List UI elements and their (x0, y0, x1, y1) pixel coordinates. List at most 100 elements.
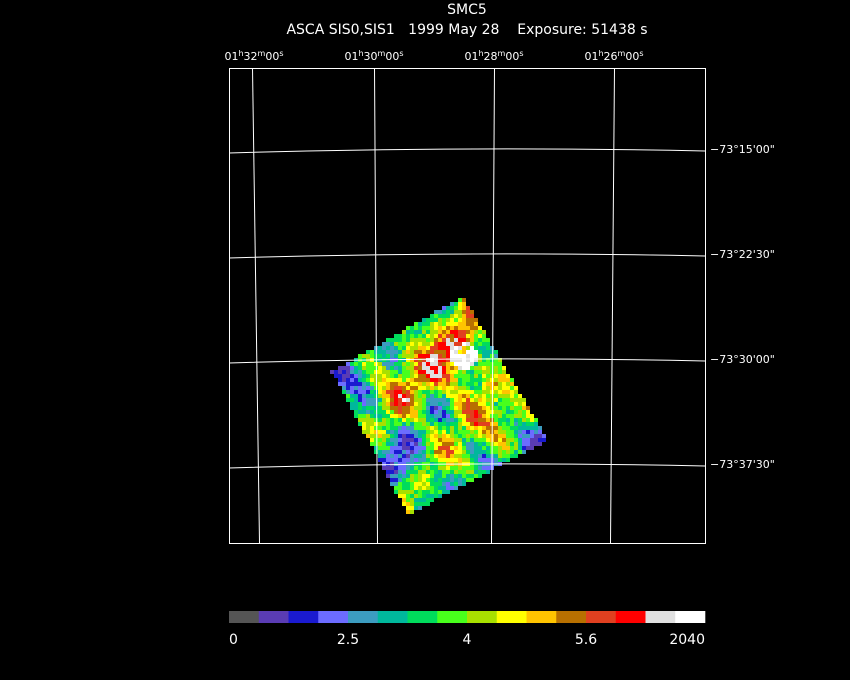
pixel (450, 454, 454, 458)
pixel (462, 406, 466, 410)
pixel (462, 430, 466, 434)
pixel (410, 354, 414, 358)
pixel (410, 394, 414, 398)
pixel (498, 370, 502, 374)
pixel (522, 398, 526, 402)
pixel (394, 406, 398, 410)
pixel (466, 442, 470, 446)
pixel (438, 382, 442, 386)
pixel (370, 430, 374, 434)
pixel (486, 362, 490, 366)
pixel (426, 486, 430, 490)
pixel (386, 430, 390, 434)
pixel (490, 378, 494, 382)
frame (229, 68, 706, 544)
pixel (438, 466, 442, 470)
pixel (422, 434, 426, 438)
pixel (502, 366, 506, 370)
pixel (338, 366, 342, 370)
pixel (414, 422, 418, 426)
pixel (378, 450, 382, 454)
pixel (446, 490, 450, 494)
pixel (450, 450, 454, 454)
pixel (474, 450, 478, 454)
pixel (446, 330, 450, 334)
pixel (454, 402, 458, 406)
pixel (386, 426, 390, 430)
pixel (482, 426, 486, 430)
pixel (454, 438, 458, 442)
pixel (478, 474, 482, 478)
pixel (502, 402, 506, 406)
pixel (470, 446, 474, 450)
pixel (474, 390, 478, 394)
pixel (350, 386, 354, 390)
pixel (518, 402, 522, 406)
pixel (478, 350, 482, 354)
pixel (442, 334, 446, 338)
pixel (398, 426, 402, 430)
pixel (410, 418, 414, 422)
pixel (510, 378, 514, 382)
pixel (442, 406, 446, 410)
pixel (494, 366, 498, 370)
pixel (426, 414, 430, 418)
pixel (406, 510, 410, 514)
pixel (418, 490, 422, 494)
pixel (450, 358, 454, 362)
pixel (470, 410, 474, 414)
pixel (434, 370, 438, 374)
pixel (390, 374, 394, 378)
ra-grid-line (491, 67, 495, 544)
pixel (466, 398, 470, 402)
pixel (486, 382, 490, 386)
pixel (446, 390, 450, 394)
pixel (494, 454, 498, 458)
dec-grid-line (228, 253, 706, 259)
pixel (422, 498, 426, 502)
pixel (402, 370, 406, 374)
pixel (450, 370, 454, 374)
pixel (502, 442, 506, 446)
pixel (446, 338, 450, 342)
pixel (398, 434, 402, 438)
pixel (442, 478, 446, 482)
pixel (442, 326, 446, 330)
pixel (494, 446, 498, 450)
pixel (498, 446, 502, 450)
pixel (426, 478, 430, 482)
pixel (454, 398, 458, 402)
pixel (418, 422, 422, 426)
pixel (474, 442, 478, 446)
pixel (430, 486, 434, 490)
ra-grid-line (610, 67, 615, 544)
ra-label-part: s (279, 49, 283, 58)
pixel (470, 458, 474, 462)
pixel (494, 434, 498, 438)
pixel (534, 418, 538, 422)
pixel (518, 446, 522, 450)
pixel (482, 410, 486, 414)
pixel (474, 358, 478, 362)
pixel (386, 446, 390, 450)
pixel (418, 378, 422, 382)
pixel (362, 370, 366, 374)
pixel (478, 406, 482, 410)
pixel (446, 438, 450, 442)
pixel (482, 450, 486, 454)
pixel (518, 426, 522, 430)
pixel (418, 498, 422, 502)
pixel (366, 350, 370, 354)
pixel (414, 478, 418, 482)
dec-label: −73°15'00" (710, 143, 775, 156)
pixel (446, 346, 450, 350)
pixel (466, 386, 470, 390)
pixel (366, 366, 370, 370)
pixel (366, 378, 370, 382)
pixel (450, 362, 454, 366)
pixel (410, 358, 414, 362)
pixel (386, 406, 390, 410)
pixel (450, 390, 454, 394)
pixel (498, 358, 502, 362)
pixel (418, 342, 422, 346)
